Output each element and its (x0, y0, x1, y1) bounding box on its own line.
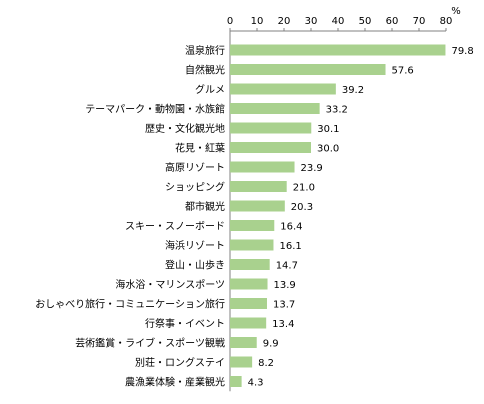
value-label: 57.6 (392, 66, 414, 77)
bar (230, 220, 275, 231)
x-tick-label: 50 (359, 16, 372, 27)
x-tick-label: 20 (278, 16, 291, 27)
category-label: 芸術鑑賞・ライブ・スポーツ観戦 (75, 337, 225, 350)
value-label: 16.4 (280, 222, 302, 233)
bar (230, 122, 312, 134)
bar (230, 142, 311, 153)
x-tick-label: 80 (440, 16, 453, 27)
category-label: 歴史・文化観光地 (145, 122, 225, 135)
bar (230, 298, 267, 309)
category-label: おしゃべり旅行・コミュニケーション旅行 (35, 298, 225, 311)
x-axis: 0 10 20 30 40 50 60 70 80% (227, 6, 461, 392)
value-label: 13.9 (274, 280, 296, 291)
bar (230, 239, 274, 251)
category-label: 自然観光 (185, 64, 225, 77)
category-label: 海水浴・マリンスポーツ (115, 278, 225, 291)
bar (230, 161, 295, 173)
bar (230, 181, 287, 192)
value-label: 30.1 (317, 124, 339, 135)
value-label: 13.7 (273, 300, 295, 311)
x-tick-label: 10 (251, 16, 264, 27)
value-label: 14.7 (276, 261, 298, 272)
category-label: テーマパーク・動物園・水族館 (85, 103, 225, 116)
category-label: 温泉旅行 (185, 44, 225, 57)
value-label: 8.2 (258, 358, 274, 369)
bar (230, 64, 386, 75)
category-label: 農漁業体験・産業観光 (125, 376, 225, 389)
category-label: ショッピング (165, 181, 225, 194)
x-tick-label: 60 (386, 16, 399, 27)
value-labels: 79.8 57.6 39.2 33.2 30.1 30.0 23.9 21.0 20.3 16.4… (248, 46, 474, 389)
bar (230, 103, 320, 114)
value-label: 16.1 (279, 241, 301, 252)
value-label: 9.9 (263, 339, 279, 350)
x-tick-label: 40 (332, 16, 345, 27)
value-label: 21.0 (293, 183, 315, 194)
value-label: 39.2 (342, 85, 364, 96)
bar (230, 44, 446, 56)
bar (230, 200, 285, 212)
category-label: 都市観光 (185, 200, 225, 213)
category-label: 別荘・ロングステイ (135, 356, 225, 369)
bar (230, 83, 336, 95)
value-label: 79.8 (451, 46, 473, 57)
bar (230, 317, 267, 329)
value-label: 13.4 (272, 319, 294, 330)
value-label: 20.3 (291, 202, 313, 213)
bar (230, 337, 257, 348)
value-label: 4.3 (248, 378, 264, 389)
bars (230, 44, 446, 387)
category-label: 花見・紅葉 (175, 142, 225, 155)
x-tick-label: 30 (305, 16, 318, 27)
bar (230, 278, 268, 290)
x-tick-label: 70 (413, 16, 426, 27)
category-label: 行祭事・イベント (145, 317, 225, 330)
value-label: 30.0 (317, 144, 339, 155)
category-label: 海浜リゾート (165, 239, 225, 252)
category-labels: 温泉旅行自然観光グルメテーマパーク・動物園・水族館歴史・文化観光地花見・紅葉高原… (35, 44, 225, 389)
value-label: 33.2 (326, 105, 348, 116)
bar (230, 259, 270, 270)
bar (230, 356, 253, 368)
x-tick-label: 0 (227, 16, 233, 27)
category-label: 高原リゾート (165, 161, 225, 174)
category-label: スキー・スノーボード (125, 221, 225, 233)
bar (230, 376, 242, 387)
value-label: 23.9 (301, 163, 323, 174)
unit-label: % (451, 6, 461, 17)
category-label: グルメ (195, 83, 225, 96)
category-label: 登山・山歩き (165, 259, 225, 272)
